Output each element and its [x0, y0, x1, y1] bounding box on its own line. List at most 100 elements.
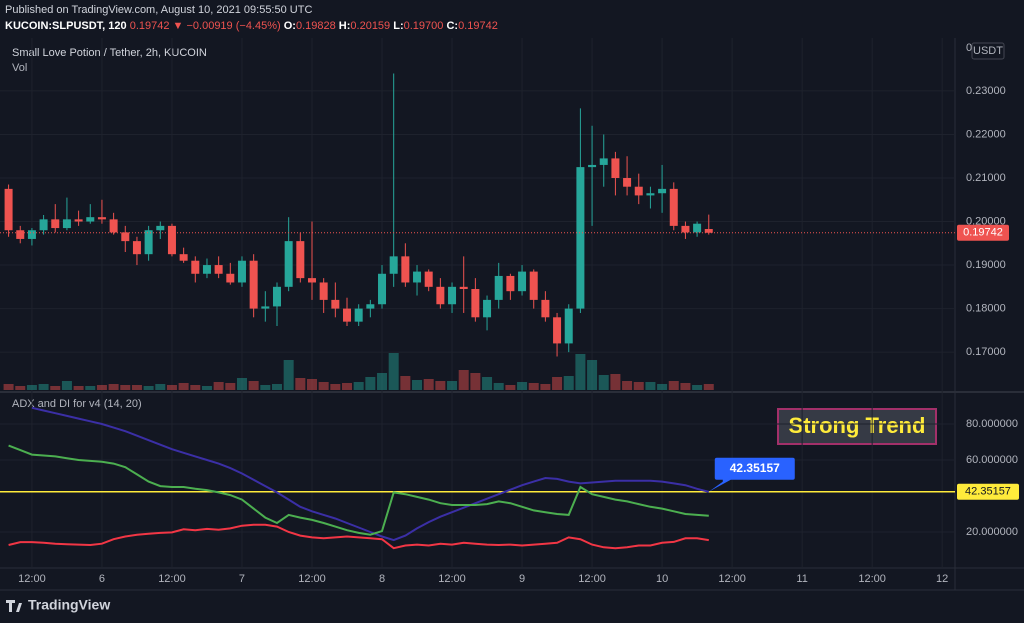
volume-bar	[505, 385, 516, 390]
volume-bar	[306, 379, 317, 390]
volume-bar	[645, 382, 656, 390]
published: Published on TradingView.com, August 10,…	[5, 4, 313, 16]
callout-box	[708, 457, 795, 492]
x-tick-label: 8	[379, 573, 385, 585]
annotation: Strong Trend	[789, 413, 926, 438]
volume-label: Vol	[12, 62, 27, 74]
volume-bar	[271, 384, 282, 390]
candle-body	[541, 299, 550, 318]
volume-bar	[260, 385, 271, 390]
candle-body	[588, 164, 597, 168]
volume-bar	[50, 386, 61, 390]
candle-body	[681, 225, 690, 233]
volume-bar	[236, 378, 247, 390]
candle-body	[459, 286, 468, 290]
volume-bar	[423, 379, 434, 390]
candle-body	[471, 289, 480, 318]
candle-body	[319, 282, 328, 300]
candle-body	[401, 256, 410, 283]
x-tick-label: 12:00	[718, 573, 746, 585]
callout-label: 42.35157	[730, 461, 780, 475]
volume-bar	[108, 384, 119, 390]
volume-bar	[552, 377, 563, 390]
candle-body	[599, 158, 608, 165]
logo	[6, 600, 22, 612]
annotation-box	[777, 408, 937, 445]
volume-bar	[3, 384, 14, 390]
indicator-line	[8, 444, 709, 536]
volume-bar	[143, 386, 154, 390]
volume-bar	[458, 370, 469, 390]
change: −0.00919 (−4.45%)	[186, 20, 281, 32]
candle-body	[226, 273, 235, 283]
candle-body	[109, 219, 118, 233]
volume-bar	[447, 381, 458, 390]
volume-bar	[703, 384, 714, 390]
candle-body	[39, 219, 48, 231]
candle-body	[389, 256, 398, 274]
candle-body	[634, 186, 643, 196]
candle-body	[86, 217, 95, 222]
indicator-line	[8, 523, 709, 550]
candle-body	[16, 230, 25, 239]
volume-bar	[38, 384, 49, 390]
y-tick-label: 0.20000	[966, 215, 1006, 227]
volume-bar	[61, 381, 72, 390]
candle-body	[623, 177, 632, 187]
candle-body	[27, 230, 36, 239]
candle-body	[202, 265, 211, 274]
volume-bar	[412, 380, 423, 390]
candle-body	[249, 260, 258, 309]
volume-bar	[190, 385, 201, 390]
ohlc-label: O:	[283, 20, 296, 32]
candle-body	[62, 219, 71, 229]
candle-body	[564, 308, 573, 344]
currency-box[interactable]	[971, 42, 1005, 60]
volume-bar	[318, 382, 329, 390]
candle-body	[378, 273, 387, 305]
candle-body	[343, 308, 352, 322]
candle-body	[354, 308, 363, 322]
x-tick-label: 12:00	[158, 573, 186, 585]
candle-body	[331, 299, 340, 309]
volume-bar	[201, 386, 212, 390]
candle-body	[51, 219, 60, 229]
volume-bar	[96, 385, 107, 390]
candle-body	[307, 278, 316, 283]
candle-body	[506, 275, 515, 292]
volume-bar	[131, 385, 142, 390]
x-tick-label: 12:00	[298, 573, 326, 585]
candle-body	[518, 271, 527, 292]
indicator-line	[31, 406, 710, 542]
candle-body	[167, 225, 176, 255]
price-label-box	[957, 224, 1009, 241]
volume-bar	[73, 386, 84, 390]
candle-body	[214, 265, 223, 274]
volume-bar	[563, 376, 574, 390]
x-tick-label: 11	[796, 573, 807, 585]
volume-bar	[342, 383, 353, 390]
candle-body	[693, 223, 702, 233]
ohlc-label: C:	[446, 20, 459, 32]
level-label-box	[957, 483, 1019, 500]
price-label: 0.19742	[963, 227, 1003, 239]
x-tick-label: 12:00	[18, 573, 46, 585]
symbol-line: KUCOIN:SLPUSDT, 120 0.19742 ▼ −0.00919 (…	[5, 18, 498, 34]
candle-body	[611, 158, 620, 178]
currency-label[interactable]: USDT	[973, 45, 1003, 57]
volume-bar	[680, 383, 691, 390]
volume-bar	[657, 384, 668, 390]
ohlc-value: 0.20159	[350, 20, 391, 32]
volume-bar	[598, 375, 609, 390]
ohlc-label: L:	[393, 20, 404, 32]
volume-bar	[330, 384, 341, 390]
candle-body	[704, 229, 713, 233]
candle-body	[658, 188, 667, 194]
volume-bar	[435, 381, 446, 390]
y-tick-label: 0.22000	[966, 128, 1006, 140]
volume-bar	[610, 374, 621, 390]
volume-bar	[295, 378, 306, 390]
